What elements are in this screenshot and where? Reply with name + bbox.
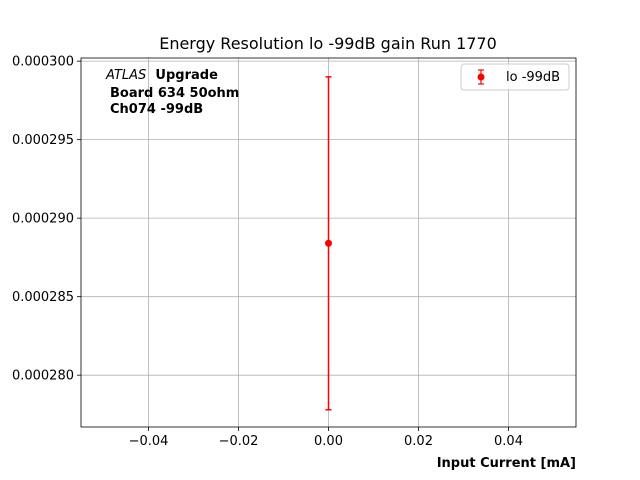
x-axis-label: Input Current [mA] bbox=[437, 456, 576, 471]
legend: lo -99dB bbox=[460, 63, 570, 91]
axis-ticks: −0.04 −0.02 0.00 0.02 0.04 0.000280 0.000285 0.… bbox=[12, 55, 523, 449]
legend-box bbox=[460, 63, 570, 91]
atlas-label: ATLAS bbox=[105, 68, 146, 83]
y-tick-label: 0.000295 bbox=[12, 133, 74, 148]
y-tick-label: 0.000280 bbox=[12, 369, 74, 384]
y-tick-label: 0.000300 bbox=[12, 55, 74, 70]
data-point bbox=[325, 239, 332, 247]
y-tick-label: 0.000290 bbox=[12, 212, 74, 227]
data-series bbox=[325, 76, 332, 411]
upgrade-label: Upgrade bbox=[155, 68, 218, 83]
x-tick-label: 0.04 bbox=[494, 434, 523, 449]
legend-marker bbox=[477, 73, 485, 81]
annotation-line-1: ATLAS Upgrade bbox=[105, 68, 218, 83]
x-tick-label: 0.00 bbox=[314, 434, 343, 449]
annotation-board: Board 634 50ohm bbox=[110, 86, 239, 101]
x-tick-label: 0.02 bbox=[404, 434, 433, 449]
legend-entry-lo-99db: lo -99dB bbox=[506, 70, 560, 85]
x-tick-label: −0.04 bbox=[129, 434, 169, 449]
atlas-annotation: ATLAS Upgrade Board 634 50ohm Ch074 -99d… bbox=[105, 68, 239, 117]
y-tick-label: 0.000285 bbox=[12, 290, 74, 305]
chart-title: Energy Resolution lo -99dB gain Run 1770 bbox=[159, 34, 497, 53]
x-tick-label: −0.02 bbox=[219, 434, 259, 449]
annotation-channel: Ch074 -99dB bbox=[110, 102, 203, 117]
